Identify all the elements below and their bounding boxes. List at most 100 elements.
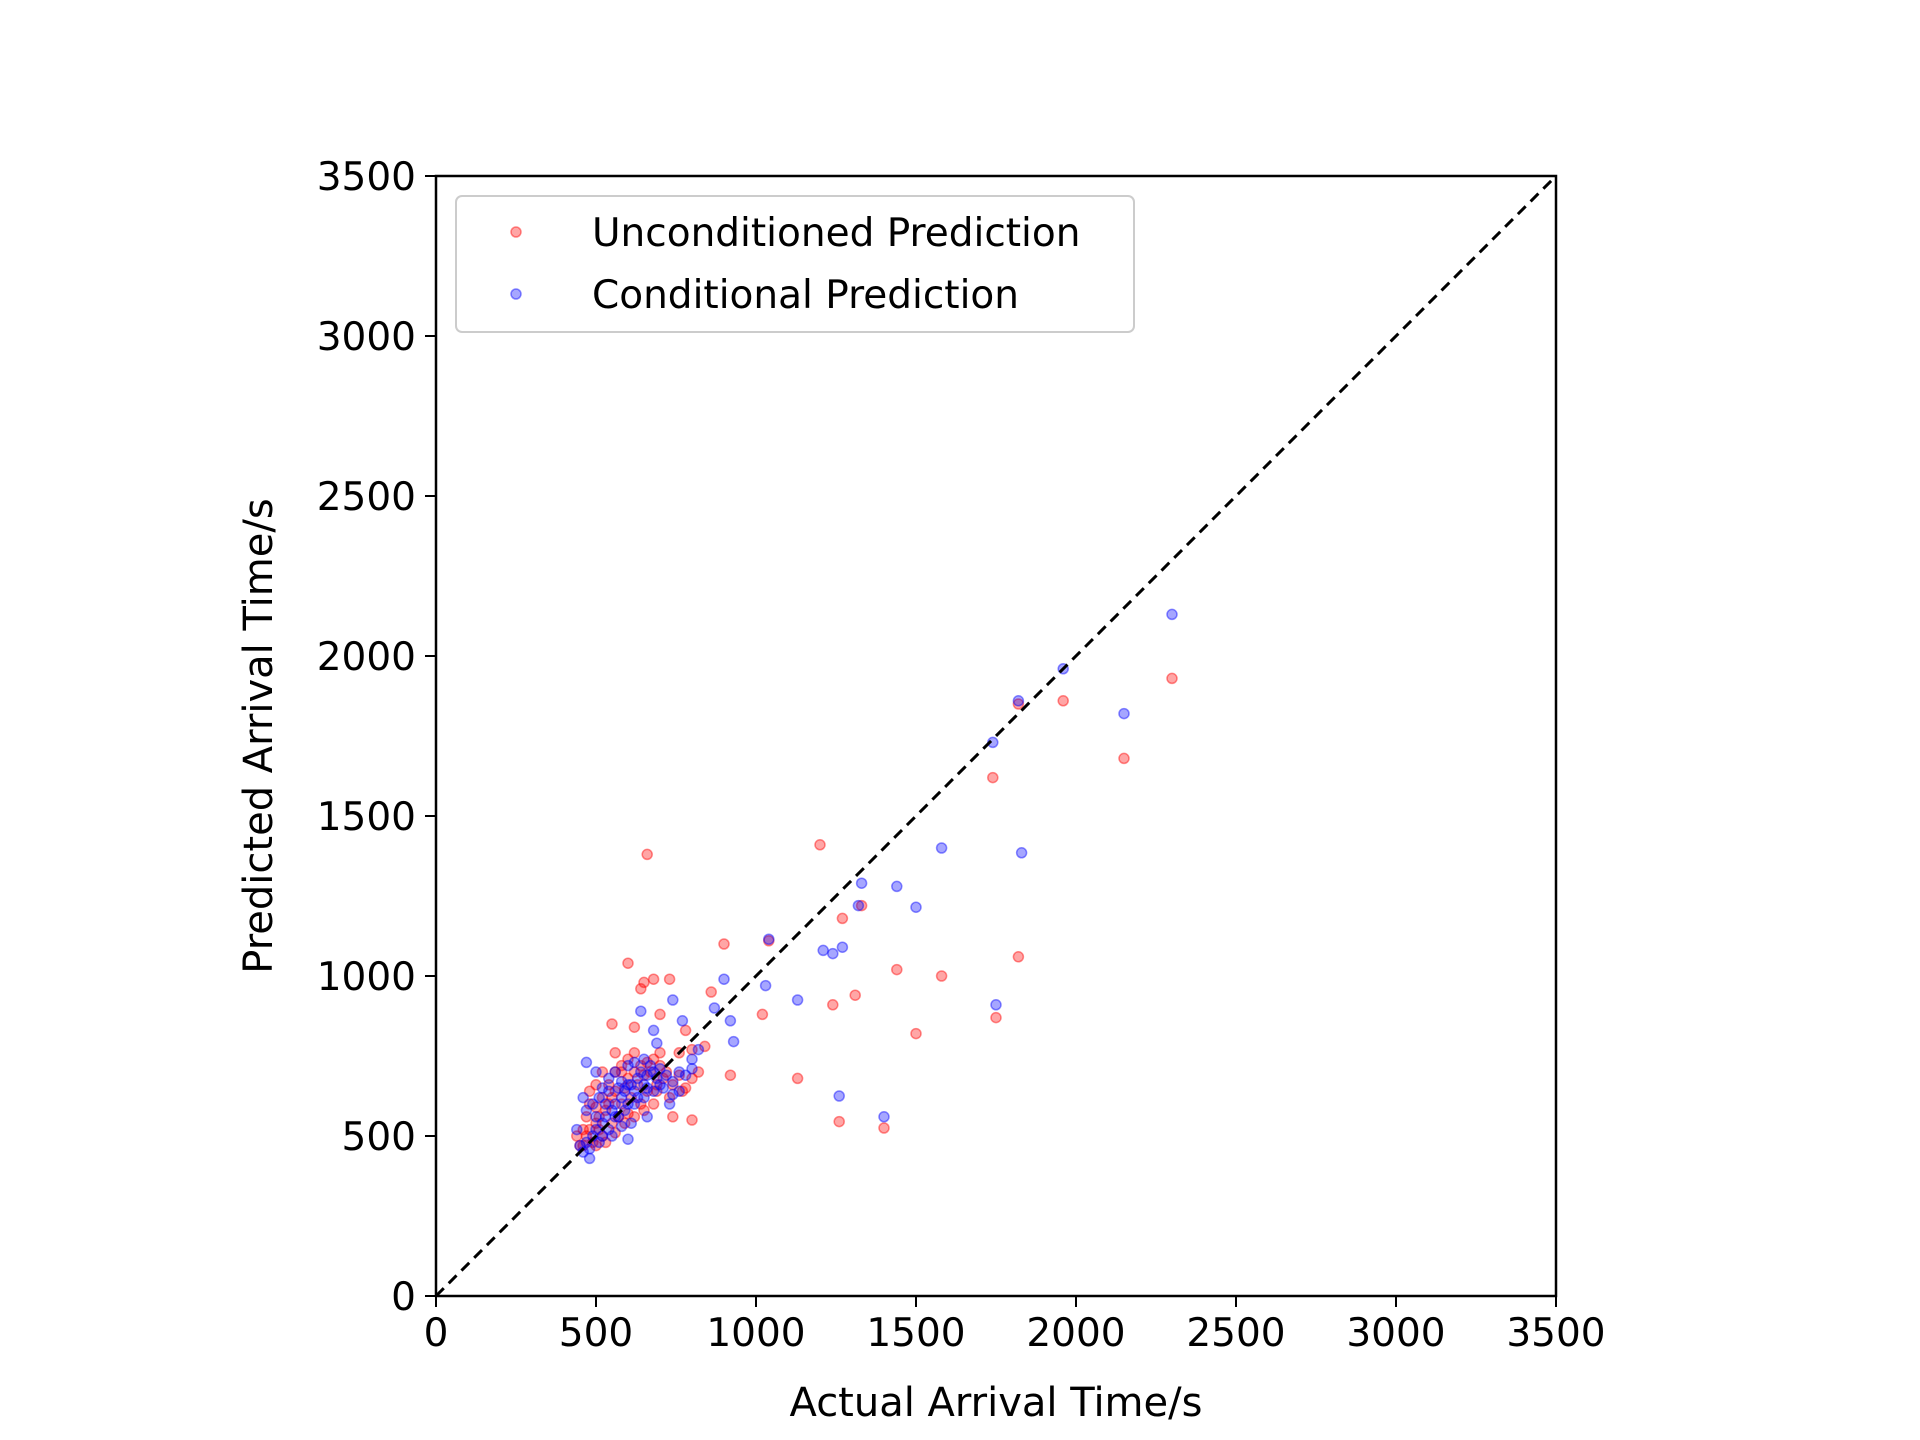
scatter-point-series-1	[641, 848, 653, 861]
x-tick-label: 1500	[866, 1311, 965, 1356]
scatter-point-series-1	[657, 1072, 669, 1085]
scatter-point-series-1	[833, 1115, 845, 1128]
scatter-point-series-1	[692, 1066, 705, 1078]
scatter-point-series-1	[628, 1047, 641, 1059]
scatter-point-series-1	[619, 1117, 631, 1129]
scatter-point-series-2	[990, 999, 1002, 1011]
x-tick-label: 500	[559, 1311, 633, 1356]
scatter-point-series-1	[1166, 672, 1178, 685]
scatter-point-series-2	[644, 1059, 657, 1072]
scatter-point-series-1	[622, 1072, 634, 1085]
scatter-point-series-1	[718, 938, 730, 950]
scatter-point-series-2	[619, 1085, 631, 1097]
scatter-point-series-2	[663, 1098, 676, 1110]
scatter-point-series-1	[622, 1107, 634, 1120]
scatter-point-series-1	[603, 1098, 615, 1110]
scatter-point-series-1	[638, 1069, 650, 1081]
scatter-point-series-1	[667, 1111, 679, 1123]
scatter-point-series-1	[580, 1111, 593, 1123]
y-axis: 0 500 1000 1500 2000 2500 3000 3500	[317, 155, 436, 1320]
scatter-point-series-1	[635, 983, 647, 995]
scatter-point-series-1	[686, 1043, 698, 1056]
x-tick-label: 2500	[1186, 1311, 1285, 1356]
scatter-point-series-2	[708, 1002, 721, 1014]
scatter-point-series-1	[615, 1066, 628, 1078]
scatter-point-series-1	[583, 1123, 596, 1136]
scatter-point-series-1	[654, 1008, 666, 1021]
scatter-point-series-2	[935, 842, 948, 854]
scatter-point-series-2	[599, 1111, 612, 1123]
scatter-point-series-2	[571, 1123, 583, 1136]
scatter-point-series-1	[596, 1091, 609, 1104]
scatter-point-series-2	[647, 1085, 660, 1097]
scatter-point-series-2	[833, 1090, 845, 1102]
scatter-point-series-1	[686, 1072, 698, 1085]
scatter-point-series-1	[651, 1085, 663, 1097]
scatter-point-series-1	[1118, 752, 1130, 765]
scatter-point-series-1	[577, 1123, 589, 1136]
scatter-point-series-2	[1118, 707, 1130, 720]
scatter-point-series-1	[705, 986, 717, 998]
scatter-point-series-1	[1012, 951, 1025, 963]
scatter-point-series-2	[577, 1091, 589, 1104]
scatter-point-series-2	[590, 1066, 602, 1078]
scatter-point-series-1	[622, 957, 634, 969]
scatter-point-series-2	[593, 1091, 605, 1104]
scatter-point-series-2	[615, 1075, 628, 1088]
scatter-point-series-1	[606, 1091, 618, 1104]
legend-box	[455, 195, 1135, 333]
scatter-point-series-1	[647, 1098, 660, 1110]
scatter-point-series-1	[651, 1079, 663, 1091]
scatter-point-series-2	[673, 1066, 685, 1078]
x-axis: 0 500 1000 1500 2000 2500 3000 3500	[424, 1296, 1606, 1356]
scatter-point-series-1	[1057, 695, 1069, 707]
x-tick-label: 0	[424, 1311, 449, 1356]
scatter-point-series-2	[635, 1005, 647, 1017]
scatter-point-series-1	[676, 1085, 689, 1097]
scatter-point-series-1	[590, 1117, 602, 1129]
legend-label: Conditional Prediction	[592, 273, 1019, 318]
scatter-point-series-2	[676, 1015, 689, 1027]
scatter-point-series-1	[603, 1079, 615, 1091]
scatter-point-series-2	[641, 1069, 653, 1081]
scatter-point-series-1	[679, 1082, 692, 1094]
scatter-point-series-1	[699, 1040, 711, 1053]
scatter-point-series-2	[590, 1111, 602, 1123]
scatter-point-series-2	[583, 1143, 596, 1155]
y-tick-label: 2000	[317, 635, 416, 680]
scatter-point-series-2	[622, 1133, 634, 1145]
scatter-point-series-2	[606, 1104, 618, 1117]
scatter-point-series-2	[654, 1079, 666, 1091]
scatter-point-series-2	[609, 1098, 621, 1110]
scatter-point-series-2	[609, 1066, 621, 1078]
scatter-point-series-1	[756, 1008, 769, 1021]
scatter-point-series-2	[638, 1053, 650, 1065]
scatter-point-series-1	[878, 1122, 890, 1134]
scatter-point-series-1	[583, 1098, 596, 1110]
y-tick-label: 1500	[317, 795, 416, 840]
scatter-point-series-2	[891, 880, 903, 893]
scatter-point-series-1	[647, 1053, 660, 1065]
scatter-point-series-2	[878, 1111, 890, 1123]
scatter-point-series-1	[635, 1098, 647, 1110]
scatter-point-series-2	[583, 1152, 596, 1165]
scatter-point-series-1	[990, 1011, 1002, 1024]
scatter-point-series-1	[724, 1069, 737, 1081]
scatter-point-series-1	[791, 1072, 804, 1085]
x-tick-label: 2000	[1026, 1311, 1125, 1356]
scatter-point-series-2	[718, 973, 730, 985]
scatter-point-series-2	[855, 877, 868, 889]
scatter-point-series-1	[631, 1079, 644, 1091]
scatter-point-series-1	[667, 1079, 679, 1091]
scatter-point-series-1	[606, 1018, 618, 1030]
scatter-point-series-1	[855, 899, 868, 912]
legend-marker	[510, 288, 522, 300]
scatter-point-series-2	[686, 1053, 698, 1065]
scatter-point-series-2	[724, 1015, 737, 1027]
scatter-point-series-1	[619, 1082, 631, 1094]
scatter-point-series-1	[935, 970, 948, 982]
scatter-point-series-2	[631, 1072, 644, 1085]
scatter-point-series-1	[590, 1139, 602, 1152]
scatter-point-series-1	[686, 1114, 698, 1126]
